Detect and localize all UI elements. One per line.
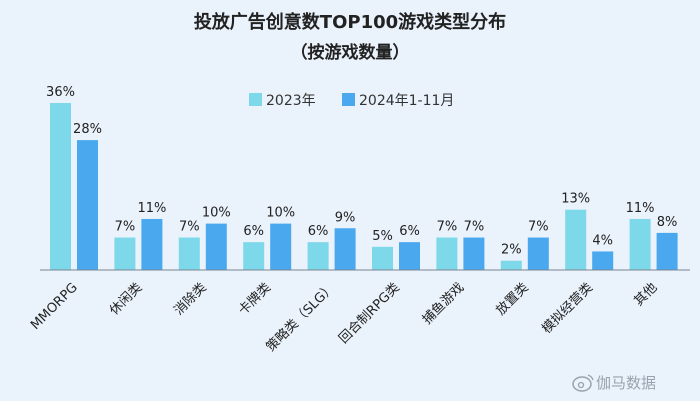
bar-2023-3 — [243, 242, 265, 270]
bar-2023-0 — [50, 103, 71, 270]
bar-2023-2 — [178, 237, 200, 270]
bar-2023-9 — [629, 218, 651, 270]
value-label-2024-8: 4% — [592, 233, 613, 248]
bar-2024-0 — [77, 140, 98, 270]
watermark: 伽马数据 — [572, 374, 656, 392]
bar-2023-1 — [114, 237, 136, 270]
bar-2024-3 — [270, 223, 292, 270]
watermark-text: 伽马数据 — [596, 374, 656, 392]
legend-swatch-2024 — [342, 93, 355, 106]
bar-2024-8 — [592, 251, 614, 270]
value-label-2023-3: 6% — [243, 224, 264, 239]
bar-2023-8 — [565, 209, 587, 270]
category-label-3: 卡牌类 — [235, 280, 274, 319]
category-label-2: 消除类 — [171, 280, 209, 318]
weibo-icon — [572, 374, 594, 392]
value-label-2024-9: 8% — [657, 215, 678, 230]
category-label-6: 捕鱼游戏 — [419, 280, 467, 328]
category-label-4: 策略类（SLG） — [263, 280, 338, 355]
value-label-2023-9: 11% — [626, 201, 655, 216]
bar-2023-7 — [500, 260, 522, 270]
value-label-2024-1: 11% — [137, 201, 166, 216]
value-label-2024-4: 9% — [335, 210, 356, 225]
category-label-5: 回合制RPG类 — [336, 280, 402, 346]
value-label-2023-7: 2% — [501, 243, 522, 258]
value-label-2024-0: 28% — [73, 122, 102, 137]
value-labels-group: 36%28%7%11%7%10%6%10%6%9%5% 6% 7% 7%2%7%13%… — [46, 85, 677, 258]
value-label-2023-1: 7% — [115, 220, 136, 235]
value-label-2023-4: 6% — [308, 224, 329, 239]
chart-subtitle: （按游戏数量） — [291, 42, 410, 63]
bar-2024-4 — [334, 228, 356, 270]
bar-2023-6 — [436, 237, 458, 270]
chart-title: 投放广告创意数TOP100游戏类型分布 — [194, 11, 506, 33]
value-label-2024-7: 7% — [528, 220, 549, 235]
bar-2024-9 — [656, 232, 678, 270]
legend-swatch-2023 — [249, 93, 262, 106]
bar-2024-6 — [463, 237, 485, 270]
value-label-2023-8: 13% — [561, 192, 590, 207]
bar-2024-7 — [527, 237, 549, 270]
value-label-2023-5: 5% — [372, 229, 393, 244]
category-label-8: 模拟经营类 — [539, 280, 596, 337]
category-label-9: 其他 — [631, 280, 660, 309]
value-label-2024-3: 10% — [266, 206, 295, 221]
category-label-1: 休闲类 — [107, 280, 145, 318]
bar-2024-2 — [205, 223, 227, 270]
value-label-2023-2: 7% — [179, 220, 200, 235]
bars-group — [50, 103, 678, 270]
value-label-2023-0: 36% — [46, 85, 75, 100]
value-label-2024-6: 7% — [464, 220, 485, 235]
bar-2024-1 — [141, 218, 163, 270]
bar-2023-5 — [372, 246, 393, 270]
legend-label-2024: 2024年1-11月 — [359, 93, 454, 109]
bar-2024-5 — [399, 242, 420, 270]
value-label-2024-5: 6% — [399, 224, 420, 239]
bar-2023-4 — [307, 242, 329, 270]
legend-label-2023: 2023年 — [266, 93, 316, 109]
value-label-2024-2: 10% — [202, 206, 231, 221]
value-label-2023-6: 7% — [437, 220, 458, 235]
category-label-0: MMORPG — [28, 280, 81, 333]
category-label-7: 放置类 — [493, 280, 531, 318]
legend: 2023年 2024年1-11月 — [249, 93, 454, 109]
